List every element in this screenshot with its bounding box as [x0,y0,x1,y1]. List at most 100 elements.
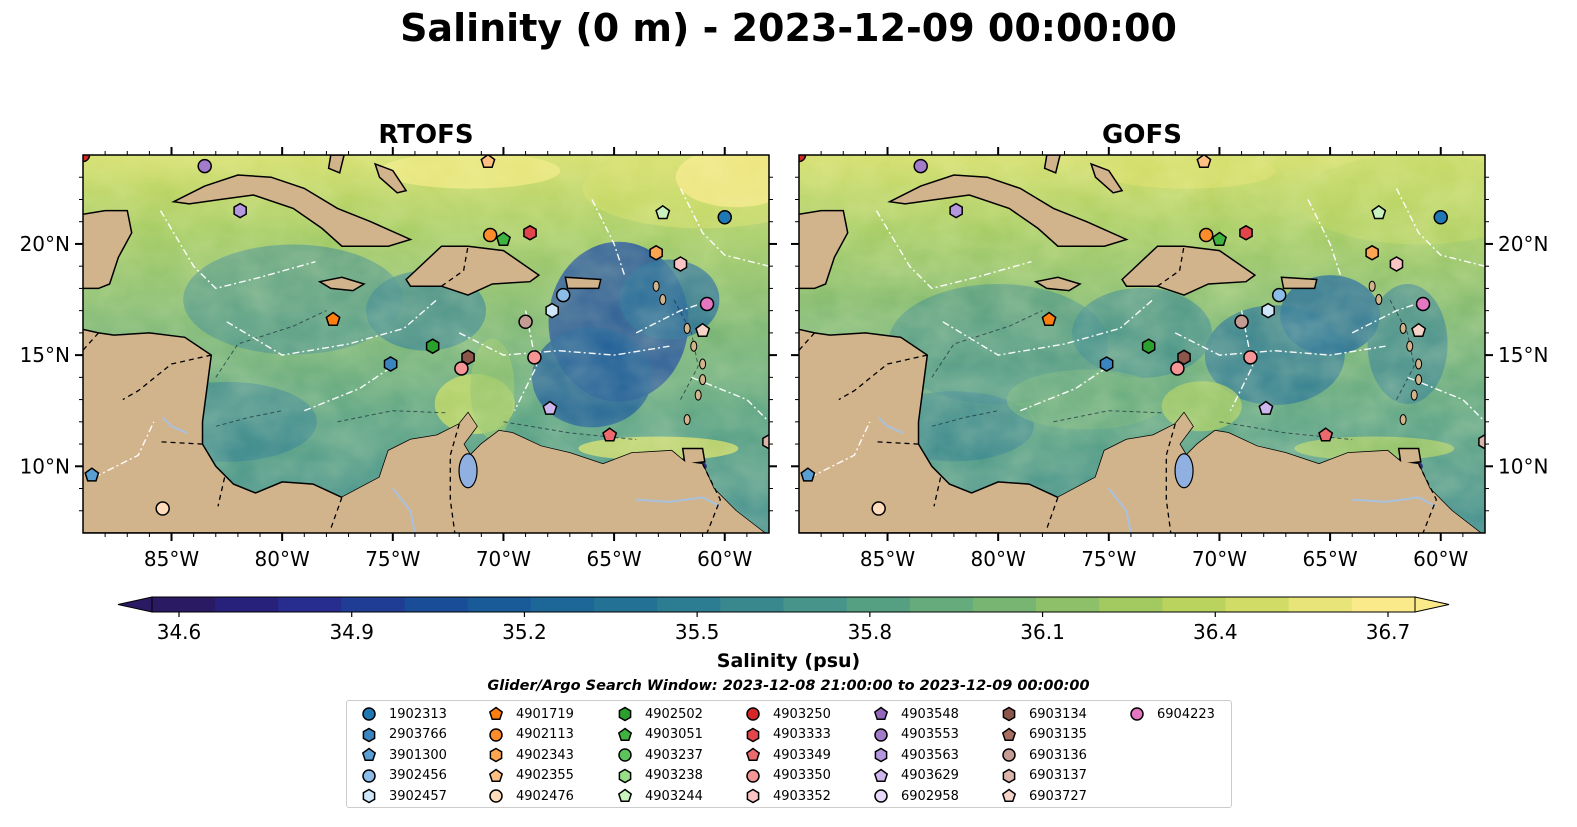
float-marker-4903629 [542,400,558,415]
legend-label: 6903137 [1029,768,1087,784]
colorbar-segment [594,597,658,612]
pentagon-marker-icon [1001,788,1017,803]
land-puertorico [1280,276,1318,290]
colorbar-tick-label: 36.4 [1193,620,1238,644]
float-marker-4903629 [1258,400,1274,415]
legend-marker [746,769,760,783]
legend-item-4903333: 4903333 [743,725,831,745]
colorbar-segment [467,597,532,612]
x-tick-label: 70°W [1192,547,1247,571]
legend-marker [746,789,760,804]
legend-marker [489,789,503,804]
float-marker-3901300 [84,467,100,482]
figure-title: Salinity (0 m) - 2023-12-09 00:00:00 [400,6,1177,50]
colorbar-segment [530,597,595,612]
float-marker-4902502 [425,338,440,355]
legend-marker [873,768,889,782]
pentagon-marker-icon [873,768,889,782]
float-marker-4903333 [1239,224,1253,241]
legend-marker [617,788,633,803]
x-tick-label: 75°W [365,547,420,571]
float-marker-1902313 [717,210,732,225]
float-marker-4902355 [1196,155,1212,169]
float-marker-6903727 [695,322,711,338]
pentagon-marker-icon [488,706,504,721]
legend-label: 4902343 [516,747,574,763]
legend-item-6903135: 6903135 [999,725,1087,745]
legend-marker [488,768,504,782]
float-marker-6903727 [1411,322,1427,338]
legend-marker [362,789,376,804]
float-marker-4901719 [1041,311,1057,326]
salinity-colorbar: 34.6 34.9 35.2 35.5 35.8 36.1 36.4 36.7 [117,596,1450,644]
legend-label: 4903250 [773,706,831,722]
gofs-map-panel: 85°W 80°W 75°W 70°W 65°W 60°W 20°N 15°N 10°N [791,147,1548,571]
colorbar-segment [1099,597,1163,612]
legend-label: 4903548 [901,706,959,722]
x-tick-label: 60°W [697,547,752,571]
x-tick-label: 80°W [971,547,1026,571]
hexagon-marker-icon [618,768,632,784]
legend-marker [618,768,632,784]
circle-marker-icon [362,707,376,721]
colorbar-tick-label: 35.8 [848,620,893,644]
legend-marker [874,727,888,742]
x-tick-label: 60°W [1413,547,1468,571]
legend-item-4903553: 4903553 [871,725,959,745]
land-yucatan [799,209,849,290]
legend-label: 4903237 [645,747,703,763]
legend-label: 4903350 [773,768,831,784]
float-marker-4903553 [913,158,928,174]
legend-item-4903548: 4903548 [871,704,959,724]
legend-item-4903349: 4903349 [743,745,831,765]
legend-label: 6903136 [1029,747,1087,763]
circle-marker-icon [874,727,888,742]
float-marker-4903563 [233,202,247,219]
legend-label: 4903238 [645,768,703,784]
legend-label: 4903244 [645,788,703,804]
float-marker-3902457 [1261,302,1275,319]
legend-marker [874,747,888,763]
legend-label: 6902958 [901,788,959,804]
legend-label: 4903553 [901,727,959,743]
legend-marker [874,789,888,804]
legend-marker [746,727,760,742]
legend-label: 3901300 [389,747,447,763]
legend-marker [618,748,632,762]
legend-label: 6903727 [1029,788,1087,804]
legend-item-6903727: 6903727 [999,786,1087,806]
legend-marker [1002,706,1016,722]
x-tick-label: 65°W [1302,547,1357,571]
colorbar-segment [972,597,1037,612]
pentagon-marker-icon [361,747,377,762]
float-marker-4903244 [655,204,671,220]
float-marker-3902456 [555,287,571,303]
colorbar-segment [783,597,848,612]
pentagon-marker-icon [617,788,633,803]
legend-label: 4902502 [645,706,703,722]
float-marker-2903766 [1099,356,1114,372]
legend-item-4901719: 4901719 [486,704,574,724]
pentagon-marker-icon [745,747,761,762]
colorbar-segment [720,597,785,612]
legend-item-4903238: 4903238 [615,766,703,786]
float-marker-4903350 [527,350,542,365]
y-tick-label: 10°N [20,454,70,478]
circle-marker-icon [746,707,760,721]
legend-label: 4903629 [901,768,959,784]
float-marker-4903350 [1243,350,1258,365]
legend-item-4903350: 4903350 [743,766,831,786]
float-marker-4902476 [871,501,886,516]
legend-label: 4902113 [516,727,574,743]
hexagon-marker-icon [746,789,760,804]
float-marker-4901719 [325,311,341,326]
colorbar-segment [215,597,279,612]
float-marker-4903350 [1170,361,1185,376]
legend-item-4903352: 4903352 [743,786,831,806]
colorbar-segment [1351,597,1416,612]
float-marker-6904223 [1415,296,1431,312]
legend-marker [1001,727,1017,741]
land-bahamas1 [1043,155,1061,174]
land-hispaniola [1121,245,1257,296]
colorbar-segment [152,597,216,612]
